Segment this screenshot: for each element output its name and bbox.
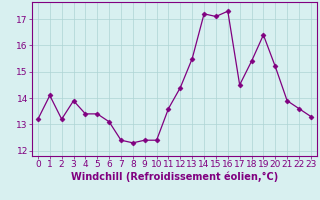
X-axis label: Windchill (Refroidissement éolien,°C): Windchill (Refroidissement éolien,°C): [71, 172, 278, 182]
